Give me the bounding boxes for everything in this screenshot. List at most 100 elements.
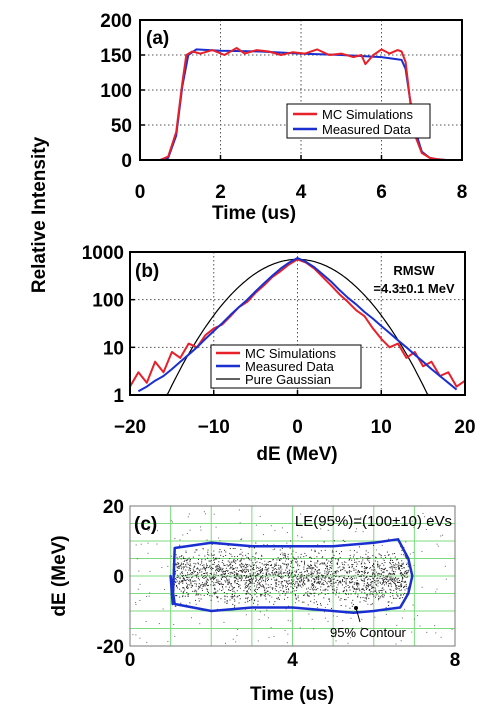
panel-c-scatter-point	[421, 550, 423, 552]
panel-c-scatter-point	[227, 583, 229, 585]
panel-c-scatter-point	[393, 564, 395, 566]
panel-c-scatter-point	[188, 567, 190, 569]
panel-c-scatter-point	[366, 582, 368, 584]
panel-c-scatter-point	[312, 584, 314, 586]
panel-c-scatter-point	[185, 587, 187, 589]
panel-c-scatter-point	[315, 586, 317, 588]
panel-b-x-tick-label: 0	[292, 417, 303, 438]
panel-c-scatter-point	[400, 572, 402, 574]
panel-c-scatter-point	[295, 594, 297, 596]
panel-c-scatter-point	[250, 565, 252, 567]
panel-c-scatter-point	[225, 569, 227, 571]
panel-c-scatter-point	[392, 577, 394, 579]
panel-c-scatter-point	[295, 598, 297, 600]
panel-b-y-tick-label: 100	[92, 291, 124, 312]
panel-c-scatter-point	[313, 595, 315, 597]
panel-c-scatter-point	[226, 580, 228, 582]
panel-c-scatter-point	[363, 522, 365, 524]
panel-c-scatter-point	[198, 569, 200, 571]
panel-c-scatter-point	[182, 563, 184, 565]
panel-c-scatter-point	[367, 579, 369, 581]
panel-c-scatter-point	[406, 558, 408, 560]
panel-c-scatter-point	[188, 569, 190, 571]
panel-c-scatter-point	[351, 602, 353, 604]
panel-c-scatter-point	[202, 584, 204, 586]
panel-c-scatter-point	[284, 629, 286, 631]
panel-c-scatter-point	[404, 608, 406, 610]
panel-c-scatter-point	[290, 620, 292, 622]
panel-c-scatter-point	[249, 573, 251, 575]
panel-c-scatter-point	[369, 575, 371, 577]
panel-c-scatter-point	[218, 564, 220, 566]
panel-c-scatter-point	[249, 580, 251, 582]
panel-c-scatter-point	[235, 572, 237, 574]
panel-c-scatter-point	[388, 583, 390, 585]
panel-c-scatter-point	[383, 572, 385, 574]
panel-c-scatter-point	[254, 594, 256, 596]
panel-c-scatter-point	[407, 566, 409, 568]
panel-c-scatter-point	[224, 576, 226, 578]
panel-c-scatter-point	[281, 577, 283, 579]
panel-c-scatter-point	[240, 577, 242, 579]
panel-c-scatter-point	[332, 578, 334, 580]
panel-c-scatter-point	[227, 565, 229, 567]
panel-c-scatter-point	[267, 587, 269, 589]
panel-c-scatter-point	[355, 569, 357, 571]
panel-c-scatter-point	[390, 583, 392, 585]
panel-c-scatter-point	[398, 566, 400, 568]
panel-c-scatter-point	[198, 554, 200, 556]
panel-c-scatter-point	[278, 571, 280, 573]
panel-c-scatter-point	[265, 563, 267, 565]
panel-c-scatter-point	[318, 577, 320, 579]
panel-c-scatter-point	[325, 571, 327, 573]
panel-c-scatter-point	[208, 560, 210, 562]
panel-c-scatter-point	[252, 564, 254, 566]
panel-c-scatter-point	[342, 581, 344, 583]
panel-c-scatter-point	[336, 563, 338, 565]
panel-c-scatter-point	[426, 631, 428, 633]
panel-c-scatter-point	[369, 634, 371, 636]
panel-c-scatter-point	[213, 559, 215, 561]
panel-c-scatter-point	[205, 576, 207, 578]
panel-c-scatter-point	[198, 586, 200, 588]
panel-c-scatter-point	[224, 596, 226, 598]
panel-c-scatter-point	[221, 561, 223, 563]
panel-c-scatter-point	[185, 551, 187, 553]
panel-c-scatter-point	[184, 595, 186, 597]
panel-c-scatter-point	[241, 576, 243, 578]
panel-c-scatter-point	[231, 572, 233, 574]
panel-c-scatter-point	[314, 580, 316, 582]
panel-c-scatter-point	[312, 566, 314, 568]
panel-c-scatter-point	[202, 583, 204, 585]
panel-c-scatter-point	[371, 585, 373, 587]
panel-c-scatter-point	[213, 572, 215, 574]
panel-c-scatter-point	[349, 549, 351, 551]
panel-c-scatter-point	[335, 636, 337, 638]
panel-c-scatter-point	[255, 562, 257, 564]
panel-c-scatter-point	[288, 580, 290, 582]
panel-c-scatter-point	[198, 585, 200, 587]
panel-c-scatter-point	[321, 574, 323, 576]
panel-c-scatter-point	[216, 579, 218, 581]
panel-c-scatter-point	[380, 578, 382, 580]
panel-c-scatter-point	[195, 603, 197, 605]
panel-c-scatter-point	[366, 567, 368, 569]
panel-c-scatter-point	[392, 592, 394, 594]
panel-c-scatter-point	[175, 581, 177, 583]
panel-c-scatter-point	[277, 575, 279, 577]
panel-c-scatter-point	[206, 539, 208, 541]
panel-c-scatter-point	[390, 566, 392, 568]
panel-c-scatter-point	[302, 579, 304, 581]
panel-c-scatter-point	[342, 620, 344, 622]
panel-c-scatter-point	[326, 559, 328, 561]
panel-c-scatter-point	[379, 581, 381, 583]
panel-c-scatter-point	[294, 585, 296, 587]
panel-c-scatter-point	[272, 587, 274, 589]
panel-c-scatter-point	[242, 566, 244, 568]
panel-c-scatter-point	[362, 525, 364, 527]
panel-c-scatter-point	[218, 582, 220, 584]
panel-c-scatter-point	[371, 586, 373, 588]
panel-c-scatter-point	[402, 577, 404, 579]
panel-c-scatter-point	[366, 557, 368, 559]
panel-c-scatter-point	[222, 573, 224, 575]
